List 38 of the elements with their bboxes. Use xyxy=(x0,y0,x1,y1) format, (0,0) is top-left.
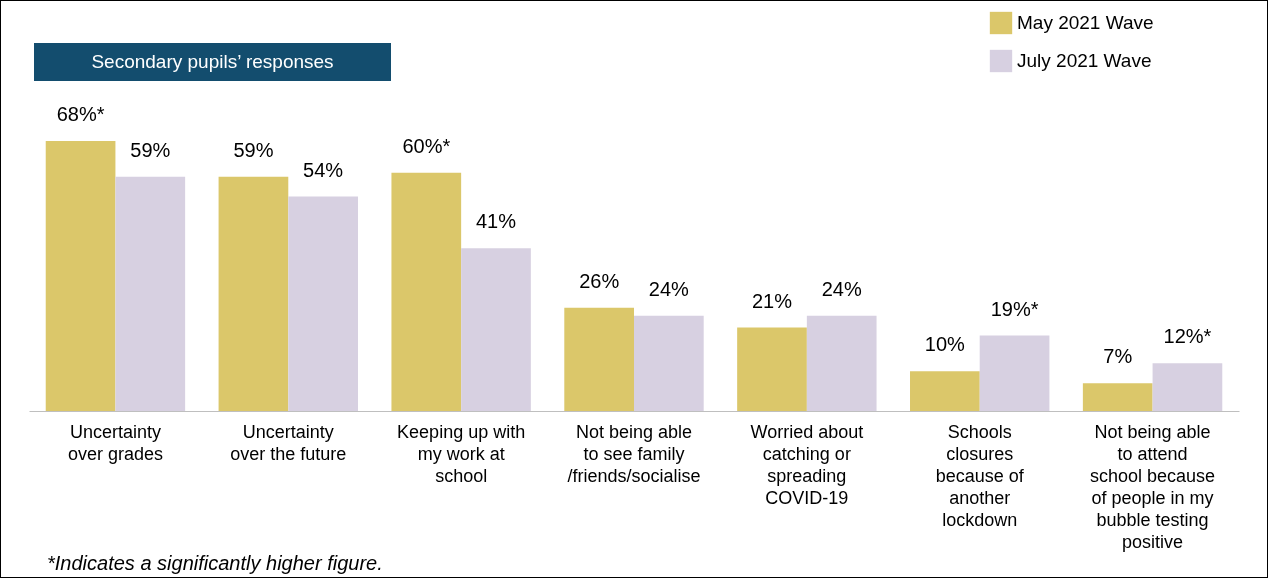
data-label: 60%* xyxy=(402,134,451,157)
bar xyxy=(634,315,704,411)
text: *Indicates a significantly higher figure. xyxy=(47,551,383,575)
data-label: 24% xyxy=(648,277,690,300)
bar xyxy=(1152,363,1223,411)
x-tick-label: Not being able to see family /friends/socialise xyxy=(567,421,701,486)
data-label: 68%* xyxy=(56,103,105,125)
bar xyxy=(115,176,186,411)
legend-label: July 2021 Wave xyxy=(1017,50,1152,71)
bar xyxy=(218,176,289,411)
bar xyxy=(910,371,980,411)
x-tick-label: Uncertainty over the future xyxy=(230,421,347,464)
data-label: 54% xyxy=(303,158,344,181)
bar xyxy=(806,315,877,411)
bar xyxy=(979,335,1050,411)
data-label: 19%* xyxy=(990,297,1039,320)
bar xyxy=(1082,383,1153,411)
x-tick-label: Schools closures because of another lockdown xyxy=(935,421,1025,530)
data-label: 10% xyxy=(924,333,966,356)
data-label: 59% xyxy=(233,138,274,161)
x-tick-label: Uncertainty over grades xyxy=(67,421,163,464)
bar xyxy=(391,172,462,411)
legend-label: May 2021 Wave xyxy=(1017,12,1154,33)
bar xyxy=(45,141,116,411)
data-label: 59% xyxy=(130,138,171,161)
data-label: 24% xyxy=(821,277,862,300)
data-label: 7% xyxy=(1103,345,1133,368)
data-label: 26% xyxy=(579,269,620,292)
bar xyxy=(288,196,358,411)
bar xyxy=(564,307,634,411)
x-tick-label: Worried about catching or spreading COVID-19 xyxy=(750,421,864,508)
x-tick-label: Keeping up with my work at school xyxy=(397,421,526,486)
data-label: 12%* xyxy=(1163,325,1212,348)
bar xyxy=(461,248,531,411)
bar xyxy=(737,327,807,411)
x-tick-label: Not being able to attend school because of people in my bubble testing positive xyxy=(1090,421,1216,552)
data-label: 21% xyxy=(751,289,793,312)
data-label: 41% xyxy=(475,210,517,233)
